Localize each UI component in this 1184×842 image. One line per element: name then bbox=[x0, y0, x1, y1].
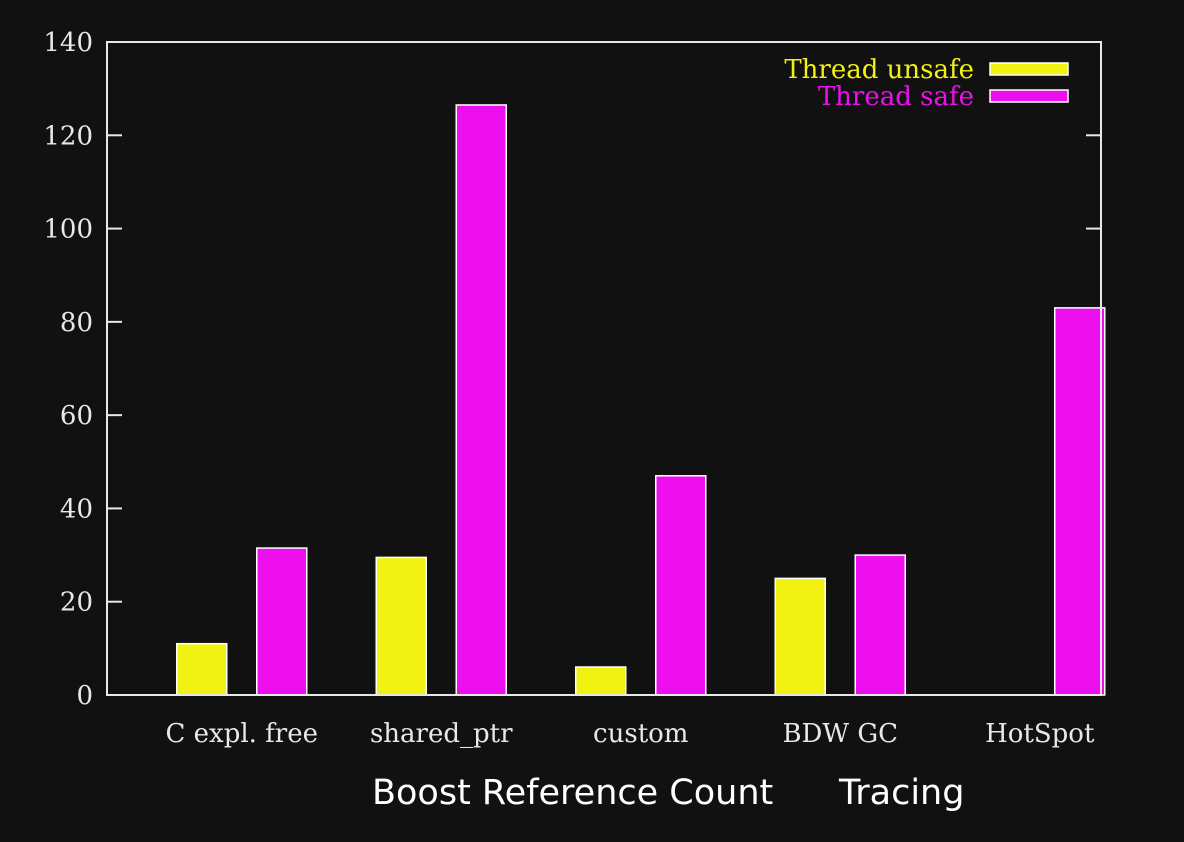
bar-thread-safe-shared-ptr bbox=[455, 104, 507, 696]
bar-thread-safe-bdw-gc bbox=[854, 554, 906, 696]
bar-thread-unsafe-c-expl-free bbox=[176, 642, 228, 696]
bar-thread-safe-c-expl-free bbox=[256, 547, 308, 696]
y-tick-label: 40 bbox=[60, 494, 93, 524]
y-tick-label: 20 bbox=[60, 588, 93, 618]
y-tick-label: 0 bbox=[76, 681, 93, 711]
y-tick-label: 120 bbox=[43, 121, 93, 151]
group-label-tracing: Tracing bbox=[839, 773, 965, 813]
y-tick-label: 60 bbox=[60, 401, 93, 431]
bars bbox=[176, 104, 1106, 696]
legend-label: Thread safe bbox=[818, 82, 974, 112]
plot-frame bbox=[106, 41, 1102, 696]
x-tick-label: BDW GC bbox=[782, 719, 898, 749]
legend-swatch bbox=[989, 89, 1069, 103]
bar-thread-unsafe-shared-ptr bbox=[375, 556, 427, 696]
x-tick-label: HotSpot bbox=[985, 719, 1095, 749]
x-tick-label: C expl. free bbox=[165, 719, 318, 749]
bar-thread-safe-custom bbox=[655, 475, 707, 696]
legend-label: Thread unsafe bbox=[784, 55, 974, 85]
bar-thread-unsafe-custom bbox=[575, 666, 627, 696]
y-tick-label: 100 bbox=[43, 215, 93, 245]
x-tick-label: custom bbox=[593, 719, 688, 749]
bar-thread-unsafe-bdw-gc bbox=[774, 577, 826, 696]
group-label-boost-reference-count: Boost Reference Count bbox=[372, 773, 774, 813]
x-axis-tick-labels: C expl. free shared_ptr custom BDW GC HotSpo… bbox=[165, 719, 1094, 749]
x-tick-label: shared_ptr bbox=[370, 719, 513, 749]
y-tick-label: 80 bbox=[60, 308, 93, 338]
y-axis-tick-labels: 0 20 40 60 80 100 120 140 bbox=[43, 28, 93, 711]
legend-swatch bbox=[989, 62, 1069, 76]
y-tick-label: 140 bbox=[43, 28, 93, 58]
bar-thread-safe-hotspot bbox=[1054, 307, 1106, 696]
